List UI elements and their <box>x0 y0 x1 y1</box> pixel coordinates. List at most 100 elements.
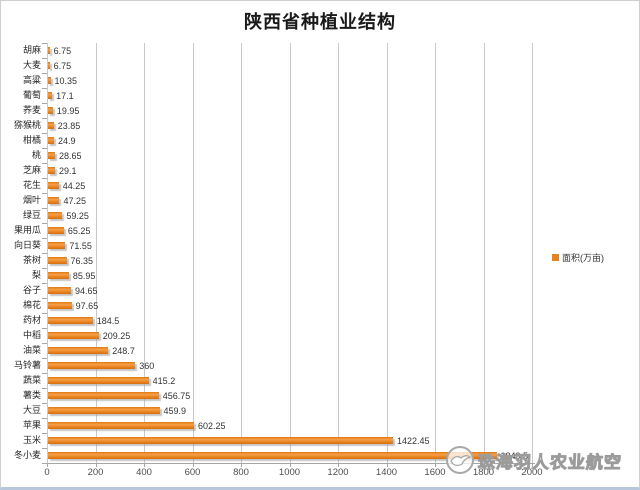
legend: 面积(万亩) <box>552 251 604 264</box>
bar-value-label: 17.1 <box>56 90 74 101</box>
bar <box>48 242 66 249</box>
gridline <box>95 43 97 463</box>
gridline <box>289 43 291 463</box>
legend-label: 面积(万亩) <box>562 253 604 263</box>
plot-area: 6.75 6.75 10.35 17.1 19.95 23.85 24.9 28.65 29.1… <box>47 43 533 463</box>
bar-value-label: 602.25 <box>198 420 226 431</box>
category-label: 桃 <box>31 150 41 160</box>
category-label: 果用瓜 <box>13 225 41 235</box>
category-label: 烟叶 <box>22 195 41 205</box>
x-axis-tickmark <box>483 463 485 467</box>
gridline <box>435 43 436 463</box>
bar <box>48 452 497 459</box>
x-axis-labels: 0 200 400 600 800 1000 1200 1400 1600 1800 2000 <box>44 467 607 481</box>
bar-value-label: 459.9 <box>163 405 187 416</box>
bar-value-label: 456.75 <box>162 390 191 401</box>
x-axis-tickmark <box>289 463 291 467</box>
gridline <box>144 43 145 463</box>
bar <box>48 167 56 174</box>
bar-value-label: 65.25 <box>67 225 91 236</box>
category-label: 绿豆 <box>22 210 41 220</box>
bar <box>48 77 51 84</box>
x-axis-tick-label: 1400 <box>375 467 398 478</box>
bar-value-label: 19.95 <box>56 105 80 116</box>
bar-value-label: 23.85 <box>57 120 81 131</box>
x-axis-tick-label: 400 <box>136 467 152 478</box>
bar-value-label: 1849.5 <box>500 450 529 461</box>
category-label: 柑橘 <box>22 135 41 145</box>
bar <box>48 122 54 129</box>
x-axis-tick-label: 0 <box>44 467 50 478</box>
category-label: 谷子 <box>22 285 41 295</box>
x-axis-tick-label: 800 <box>233 467 249 478</box>
bar <box>48 212 63 219</box>
gridline <box>532 43 533 463</box>
category-label: 冬小麦 <box>13 450 41 460</box>
x-axis-tickmark <box>47 463 48 467</box>
bar <box>48 422 195 429</box>
bar-value-label: 6.75 <box>53 60 72 71</box>
bar <box>48 152 55 159</box>
bar <box>48 272 69 279</box>
x-axis-tickmark <box>338 463 339 467</box>
bar-value-label: 44.25 <box>62 180 86 191</box>
bar <box>48 407 160 414</box>
bar <box>48 137 55 144</box>
bar <box>48 107 53 114</box>
category-label: 苹果 <box>22 420 41 430</box>
category-label: 大麦 <box>22 60 41 70</box>
gridline <box>192 43 194 463</box>
bar-value-label: 85.95 <box>72 270 96 281</box>
bar <box>48 92 53 99</box>
bar-value-label: 76.35 <box>70 255 94 266</box>
bar-value-label: 47.25 <box>63 195 86 206</box>
gridline <box>47 43 48 463</box>
category-label: 芝麻 <box>22 165 41 175</box>
x-axis-tickmark <box>532 463 533 467</box>
legend-swatch-icon <box>552 254 559 261</box>
x-axis-tick-label: 1600 <box>424 467 446 478</box>
bar <box>48 437 393 444</box>
gridline <box>338 43 339 463</box>
bar <box>48 227 64 234</box>
x-axis-tickmark <box>386 463 388 467</box>
bar-value-label: 209.25 <box>102 330 131 341</box>
category-label: 中稻 <box>22 330 41 340</box>
category-label: 荞麦 <box>22 105 41 115</box>
bar <box>48 377 149 384</box>
category-label: 梨 <box>31 270 41 280</box>
category-label: 药材 <box>22 315 41 325</box>
category-label: 薯类 <box>22 390 41 400</box>
bar <box>48 47 50 54</box>
x-axis-tickmark <box>435 463 436 467</box>
x-axis-tick-label: 200 <box>87 467 104 478</box>
bar-value-label: 360 <box>139 360 155 371</box>
category-label: 花生 <box>22 180 41 190</box>
gridline <box>483 43 485 463</box>
x-axis-tickmark <box>144 463 145 467</box>
bar-value-label: 1422.45 <box>396 435 430 446</box>
bar-value-label: 10.35 <box>54 75 78 86</box>
category-label: 高粱 <box>22 75 41 85</box>
bar-value-label: 28.65 <box>58 150 82 161</box>
bar <box>48 302 72 309</box>
x-axis-tick-label: 2000 <box>521 467 543 478</box>
bar <box>48 392 159 399</box>
bar <box>48 62 50 69</box>
category-label: 棉花 <box>22 300 41 310</box>
category-axis: 胡麻 大麦 高粱 葡萄 荞麦 猕猴桃 柑橘桃芝麻 花生 烟叶 绿豆 果用瓜 向日葵 茶树梨谷子 棉花 药材中… <box>1 43 41 463</box>
x-axis-tickmarks <box>47 463 537 468</box>
category-axis-ticks <box>42 43 47 464</box>
bar-value-label: 24.9 <box>58 135 76 146</box>
category-label: 蔬菜 <box>22 375 41 385</box>
bar-value-label: 59.25 <box>66 210 89 221</box>
bar <box>48 317 93 324</box>
bar-value-label: 94.65 <box>74 285 98 296</box>
bar <box>48 332 99 339</box>
bar-value-label: 6.75 <box>53 45 72 56</box>
bar-value-label: 29.1 <box>59 165 77 176</box>
x-axis-tick-label: 1800 <box>472 467 495 478</box>
bar-value-label: 415.2 <box>152 375 176 386</box>
x-axis-tickmark <box>192 463 194 467</box>
